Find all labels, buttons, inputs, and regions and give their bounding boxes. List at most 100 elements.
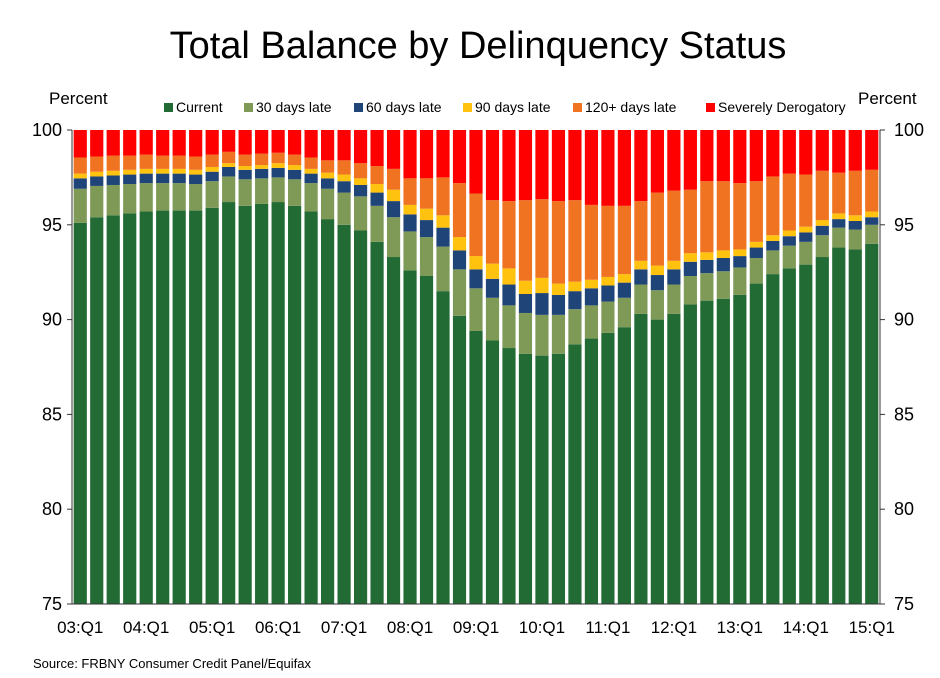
x-tick-label-8: 11:Q1 [585,618,630,637]
y-tick-label-right-100: 100 [894,120,924,140]
bar-segment-90-days-late-10 [238,166,252,170]
bar-segment-60-days-late-20 [403,214,417,232]
bar-segment-60-days-late-29 [551,294,566,315]
x-tick-label-11: 14:Q1 [783,618,829,637]
bar-segment-30-days-late-37 [683,275,697,305]
bar-segment-severely-derogatory-15 [321,130,335,161]
bar-segment-severely-derogatory-44 [799,130,813,175]
bar-segment-30-days-late-23 [452,269,467,316]
bar-segment-30-days-late-31 [584,305,599,339]
bar-segment-30-days-late-25 [485,297,500,341]
bar-segment-severely-derogatory-3 [123,130,137,156]
bar-segment-120-days-late-7 [189,156,203,170]
bar-segment-90-days-late-7 [189,169,203,175]
bar-segment-current-15 [321,219,335,605]
bar-segment-90-days-late-32 [601,276,615,286]
bar-segment-severely-derogatory-48 [865,130,879,170]
x-tick-label-3: 06:Q1 [255,618,301,637]
bar-segment-120-days-late-39 [716,181,730,251]
bar-segment-current-17 [353,230,368,605]
bar-segment-60-days-late-15 [321,178,335,189]
bar-segment-30-days-late-8 [205,181,219,208]
bar-segment-severely-derogatory-19 [386,130,401,169]
bar-segment-60-days-late-10 [238,169,252,180]
bar-segment-120-days-late-14 [304,157,318,169]
bar-segment-60-days-late-5 [156,173,170,184]
bar-segment-30-days-late-0 [73,188,87,223]
bar-segment-120-days-late-4 [139,154,153,169]
bar-segment-severely-derogatory-5 [156,130,170,156]
bar-segment-severely-derogatory-17 [353,130,368,164]
bar-segment-current-45 [815,257,829,604]
bar-segment-90-days-late-47 [848,215,862,222]
bar-segment-current-41 [749,283,763,604]
bar-segment-current-0 [73,222,87,604]
legend-label-30-days-late: 30 days late [256,99,332,115]
x-tick-label-5: 08:Q1 [387,618,433,637]
bar-segment-current-48 [865,243,879,604]
bar-segment-severely-derogatory-26 [502,130,516,202]
bar-segment-120-days-late-30 [568,200,582,282]
bar-segment-90-days-late-15 [321,172,335,179]
bar-segment-60-days-late-36 [667,269,681,285]
bar-segment-current-27 [518,353,533,604]
x-tick-label-1: 04:Q1 [123,618,169,637]
bar-segment-current-24 [469,330,483,604]
bar-segment-120-days-late-8 [205,154,219,167]
bar-segment-severely-derogatory-6 [172,130,186,156]
x-tick-label-4: 07:Q1 [321,618,367,637]
bar-segment-current-26 [502,348,516,604]
y-tick-label-right-90: 90 [894,310,914,330]
bar-segment-90-days-late-12 [271,163,285,168]
x-tick-label-0: 03:Q1 [57,618,103,637]
bar-segment-current-7 [189,210,203,604]
bar-segment-30-days-late-21 [419,237,434,276]
bar-segment-60-days-late-31 [584,288,599,306]
y-tick-label-right-95: 95 [894,215,914,235]
bar-segment-90-days-late-9 [222,163,236,167]
bar-segment-120-days-late-9 [222,151,236,164]
bar-segment-30-days-late-27 [518,312,533,354]
bar-segment-60-days-late-17 [353,184,368,197]
bar-segment-30-days-late-17 [353,196,368,231]
bar-segment-120-days-late-45 [815,170,829,221]
bar-segment-severely-derogatory-33 [617,130,631,206]
bar-segment-60-days-late-35 [650,275,664,291]
bar-segment-severely-derogatory-34 [634,130,648,202]
bar-segment-30-days-late-1 [90,185,104,218]
bar-segment-30-days-late-45 [815,235,829,258]
x-tick-label-7: 10:Q1 [519,618,565,637]
bar-segment-30-days-late-3 [123,184,137,214]
bar-segment-90-days-late-16 [337,174,351,182]
bar-segment-30-days-late-16 [337,192,351,225]
bar-segment-120-days-late-21 [419,178,434,209]
bar-segment-120-days-late-40 [733,183,747,250]
bar-segment-30-days-late-20 [403,231,417,271]
bar-segment-30-days-late-7 [189,184,203,211]
bar-segment-60-days-late-26 [502,284,516,306]
bar-segment-severely-derogatory-14 [304,130,318,158]
bar-segment-90-days-late-14 [304,168,318,174]
bar-segment-120-days-late-10 [238,154,252,167]
bar-segment-current-34 [634,313,648,604]
bar-segment-60-days-late-39 [716,257,730,272]
bar-segment-60-days-late-48 [865,217,879,225]
bar-segment-90-days-late-40 [733,249,747,257]
bar-segment-severely-derogatory-47 [848,130,862,171]
bar-segment-120-days-late-44 [799,174,813,227]
bar-segment-60-days-late-41 [749,247,763,258]
bar-segment-current-32 [601,332,615,604]
bar-segment-90-days-late-29 [551,283,566,295]
bar-segment-120-days-late-33 [617,205,631,275]
bar-segment-90-days-late-25 [485,263,500,279]
legend-label-60-days-late: 60 days late [366,99,442,115]
chart-title: Total Balance by Delinquency Status [170,25,787,67]
bar-segment-90-days-late-42 [766,235,780,241]
bar-segment-90-days-late-46 [832,213,846,220]
bar-segment-30-days-late-33 [617,297,631,328]
bar-segment-120-days-late-2 [106,155,120,171]
bar-segment-current-1 [90,217,104,604]
bar-segment-current-11 [255,203,269,604]
bar-segment-current-12 [271,202,285,605]
